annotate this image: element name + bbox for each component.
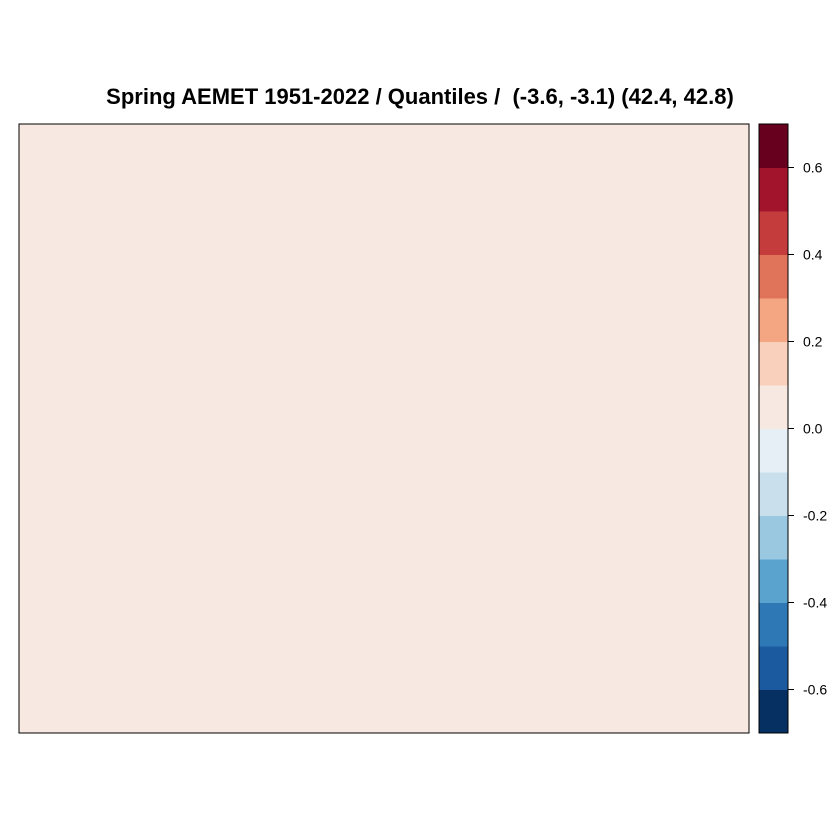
- colorbar-bin: [759, 689, 788, 734]
- colorbar-bin: [759, 559, 788, 603]
- colorbar-ticks: -0.6 -0.4 -0.2 0.0 0.2 0.4 0.6: [788, 160, 827, 698]
- heatmap-field: [18, 123, 750, 734]
- colorbar-bin: [759, 428, 788, 473]
- colorbar-bin: [759, 341, 788, 386]
- colorbar-tick-label: 0.6: [803, 160, 823, 176]
- colorbar-bin: [759, 254, 788, 299]
- colorbar-bin: [759, 124, 788, 168]
- colorbar-bin: [759, 602, 788, 647]
- colorbar-bin: [759, 472, 788, 516]
- colorbar-tick-label: 0.0: [803, 421, 823, 437]
- colorbar-tick-label: -0.6: [803, 682, 827, 698]
- chart-title: Spring AEMET 1951-2022 / Quantiles / (-3…: [106, 84, 734, 109]
- colorbar-tick-label: -0.4: [803, 595, 827, 611]
- colorbar-bin: [759, 167, 788, 212]
- colorbar-tick-label: 0.4: [803, 247, 823, 263]
- colorbar-bin: [759, 385, 788, 429]
- colorbar-tick-label: -0.2: [803, 508, 827, 524]
- colorbar-bin: [759, 646, 788, 690]
- colorbar-tick-label: 0.2: [803, 334, 823, 350]
- colorbar-bin: [759, 298, 788, 342]
- colorbar-bin: [759, 211, 788, 255]
- colorbar-bin: [759, 515, 788, 560]
- colorbar: [759, 124, 788, 734]
